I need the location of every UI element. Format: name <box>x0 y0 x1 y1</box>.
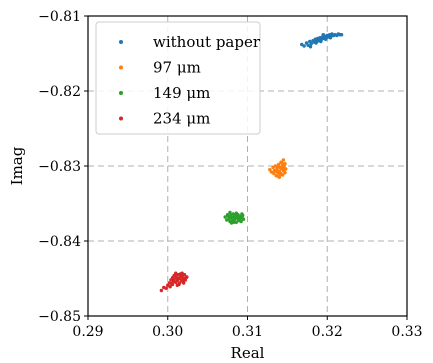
axis-ticks: 0.29 0.30 0.31 0.32 0.33 −0.85 −0.84 −0.83 −0.82… <box>38 9 422 340</box>
data-point <box>339 33 344 37</box>
legend-label: without paper <box>153 33 261 51</box>
x-axis-label: Real <box>231 344 265 362</box>
data-point <box>308 45 313 49</box>
data-point <box>321 33 325 37</box>
legend-marker <box>119 65 123 70</box>
data-point <box>272 171 276 176</box>
legend-label: 97 μm <box>153 59 201 77</box>
legend-box <box>95 21 261 135</box>
data-point <box>319 39 323 44</box>
data-point <box>164 286 168 290</box>
data-point <box>178 272 183 276</box>
y-tick-label: −0.85 <box>38 309 81 325</box>
x-tick-label: 0.33 <box>391 324 422 340</box>
legend-label: 149 μm <box>153 84 210 102</box>
data-point <box>274 169 278 173</box>
data-point <box>223 215 227 219</box>
series-3 <box>159 271 189 293</box>
data-point <box>232 220 236 224</box>
data-point <box>281 158 286 162</box>
data-point <box>276 165 280 169</box>
data-point <box>328 36 333 40</box>
data-point <box>236 216 240 221</box>
data-points <box>159 32 344 293</box>
data-point <box>282 163 286 167</box>
data-point <box>168 285 172 289</box>
series-1 <box>268 158 288 179</box>
data-point <box>226 214 231 218</box>
legend-marker <box>119 40 123 44</box>
data-point <box>284 167 288 171</box>
data-point <box>314 41 318 45</box>
legend-marker <box>119 116 123 121</box>
x-tick-label: 0.29 <box>72 324 103 340</box>
data-point <box>182 281 186 285</box>
y-tick-label: −0.82 <box>38 84 81 100</box>
x-tick-label: 0.31 <box>232 324 263 340</box>
data-point <box>302 44 306 48</box>
data-point <box>185 275 189 279</box>
data-point <box>175 283 180 287</box>
data-point <box>323 37 328 41</box>
data-point <box>234 220 239 224</box>
data-point <box>241 217 246 221</box>
legend-marker <box>119 91 123 95</box>
y-tick-label: −0.84 <box>38 234 81 250</box>
data-point <box>280 161 284 165</box>
x-tick-label: 0.30 <box>152 324 183 340</box>
data-point <box>240 212 244 216</box>
legend-label: 234 μm <box>153 110 210 128</box>
data-point <box>228 210 232 215</box>
data-point <box>172 273 176 278</box>
y-tick-label: −0.83 <box>38 159 81 175</box>
x-tick-label: 0.32 <box>312 324 343 340</box>
data-point <box>234 211 239 215</box>
y-axis-label: Imag <box>8 146 26 185</box>
legend: without paper 97 μm 149 μm 234 μm <box>95 21 261 135</box>
data-point <box>159 288 164 293</box>
y-tick-label: −0.81 <box>38 9 81 25</box>
series-0 <box>300 32 344 49</box>
data-point <box>276 174 281 179</box>
series-2 <box>223 210 246 225</box>
data-point <box>170 282 175 287</box>
data-point <box>309 42 313 46</box>
data-point <box>283 171 287 175</box>
